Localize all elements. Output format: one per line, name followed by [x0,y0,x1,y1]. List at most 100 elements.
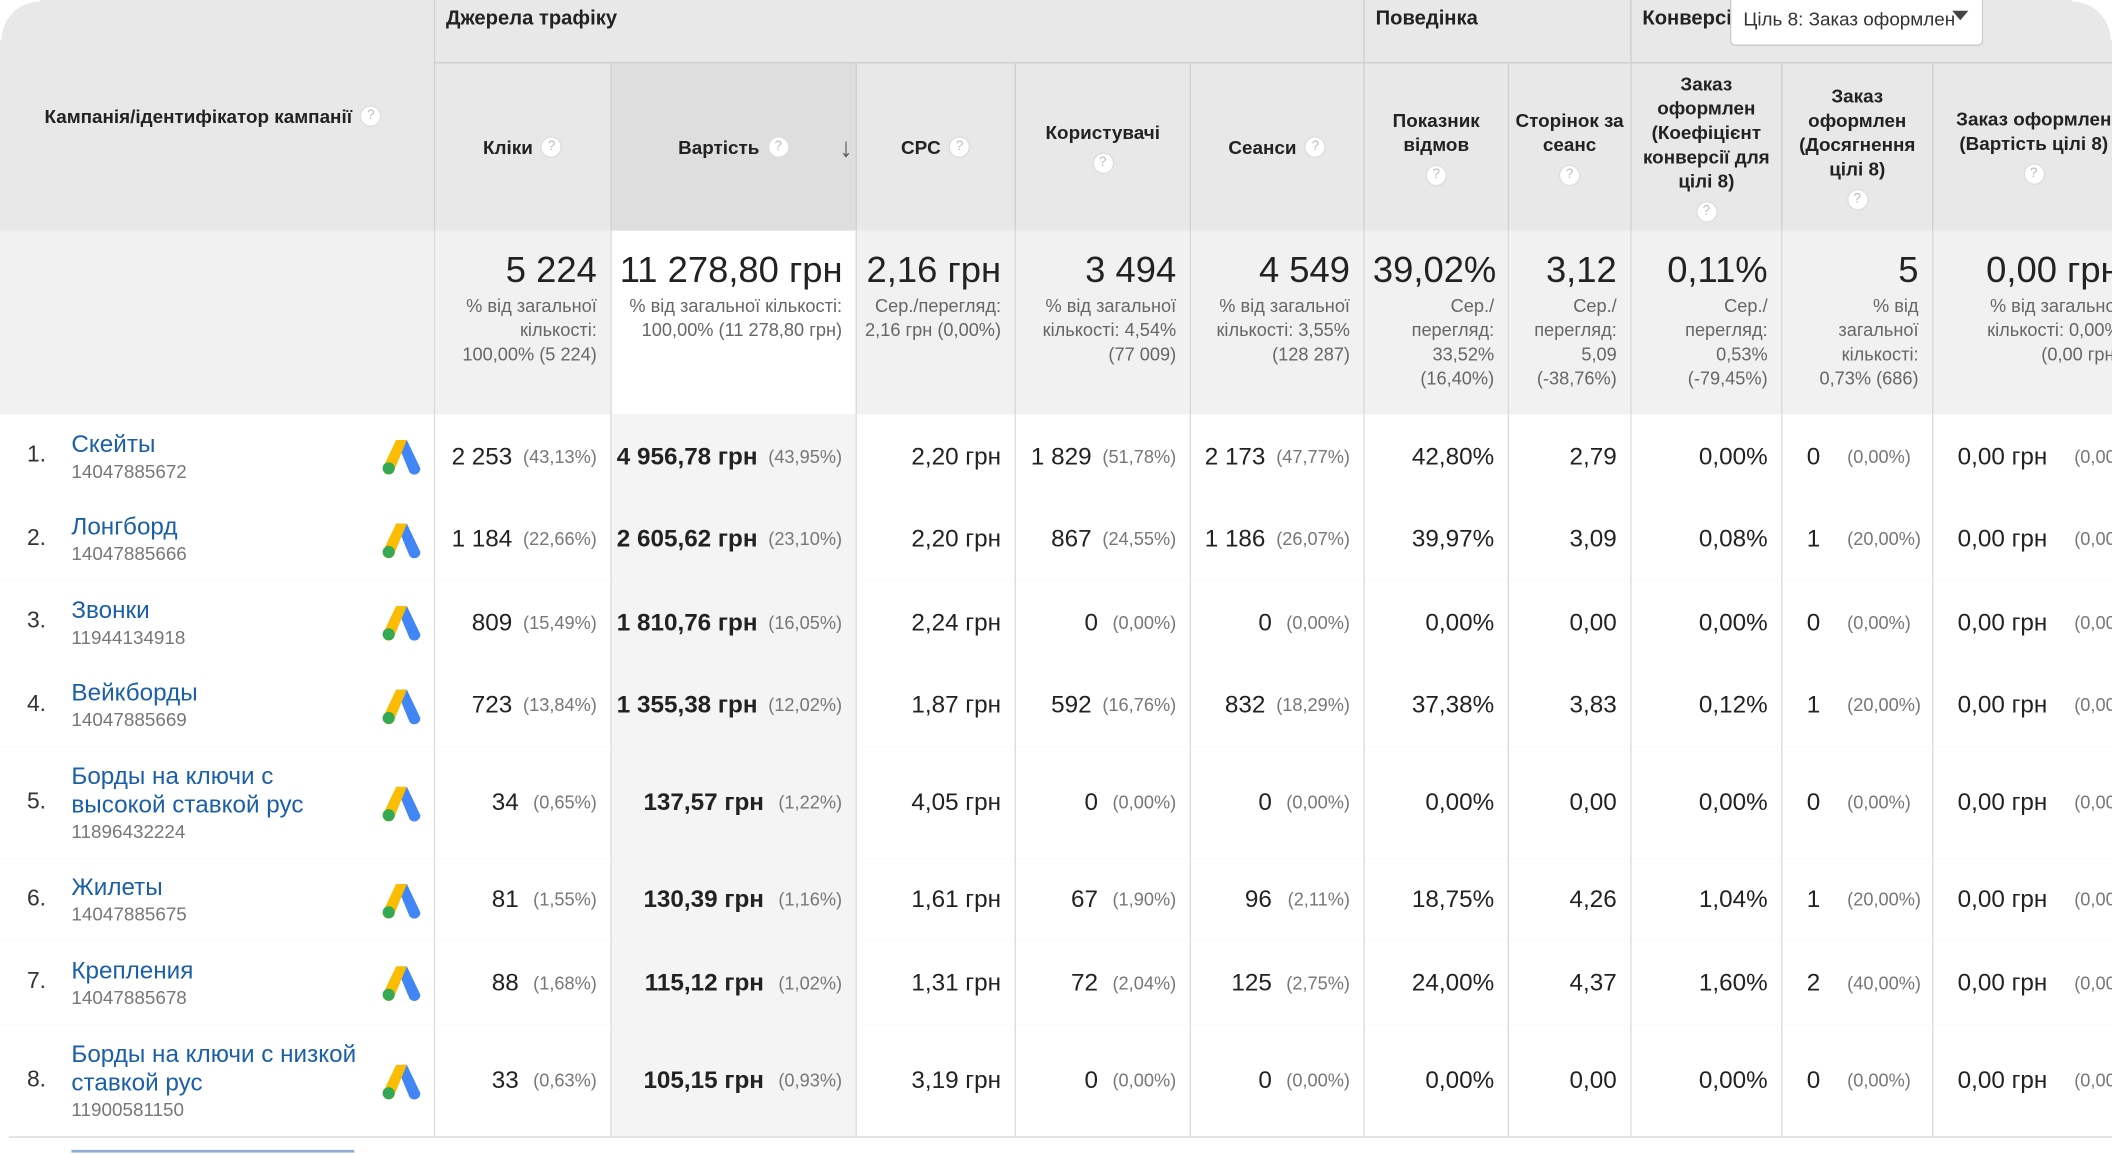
help-icon[interactable]: ? [1304,136,1327,158]
cell-value: 2,20 грн [911,441,1002,469]
goal-selector-value: Ціль 8: Заказ оформлен [1743,8,1956,30]
campaign-name[interactable]: Звонки [71,596,150,624]
header-pages-per-session[interactable]: Сторінок за сеанс? [1507,62,1631,231]
total-sub: Сер./перегляд: 2,16 грн (0,00%) [865,295,1002,341]
campaign-link[interactable]: Борды на ключи с низкой ставкой рус 11900… [71,1041,367,1122]
cell-value: 81 [491,885,519,913]
campaign-name[interactable]: Скейты [71,430,156,458]
cell-value: 96 [1244,885,1272,913]
table-row-partial [0,1136,2112,1154]
campaign-link[interactable]: Звонки 11944134918 [71,597,367,650]
help-icon[interactable]: ? [948,136,971,158]
help-icon[interactable]: ? [360,104,382,127]
cell-value: 0 [1258,788,1272,816]
help-icon[interactable]: ? [1558,164,1581,187]
cell-percent: (0,00%) [2074,695,2112,716]
cell-value: 0,00% [1698,441,1768,469]
header-goal-completions[interactable]: Заказ оформлен (Досягнення цілі 8)? [1781,62,1933,231]
cell-value: 125 [1231,968,1272,996]
cell-percent: (18,29%) [1276,695,1350,716]
header-cost[interactable]: Вартість? ↓ [610,62,856,231]
cell-pps: 3,83 [1507,664,1631,747]
cell-gval: 0,00 грн (0,00%) [1932,664,2112,747]
cell-percent: (0,00%) [2074,612,2112,633]
cell-value: 0,00 [1569,607,1617,635]
cell-value: 0 [1806,607,1821,635]
cell-value: 0,00% [1698,788,1768,816]
cell-users: 592 (16,76%) [1014,664,1190,747]
help-icon[interactable]: ? [767,136,790,158]
cell-value: 2 605,62 грн [616,524,758,552]
campaign-name[interactable]: Борды на ключи с высокой ставкой рус [71,762,304,818]
cell-cpc: 4,05 грн [855,746,1015,859]
cell-percent: (15,49%) [523,612,597,633]
campaign-link[interactable]: Жилеты 14047885675 [71,873,367,926]
campaign-link[interactable]: Крепления 14047885678 [71,957,367,1010]
sort-desc-icon[interactable]: ↓ [839,133,853,164]
campaign-name[interactable]: Вейкборды [71,678,198,706]
total-sub: % від загальної кількості: 100,00% (5 22… [462,295,597,365]
total-sub: % від загальної кількості: 0,73% (686) [1819,295,1919,389]
cell-value: 34 [491,788,519,816]
cell-value: 0,00 грн [1957,788,2048,816]
cell-percent: (0,00%) [1112,612,1177,633]
help-icon[interactable]: ? [1091,152,1114,175]
header-sessions[interactable]: Сеанси? [1189,62,1364,231]
group-traffic-sources: Джерела трафіку [433,0,1364,63]
header-completions-label: Заказ оформлен (Досягнення цілі 8) [1799,85,1916,180]
help-icon[interactable]: ? [1695,201,1718,223]
row-index: 5. [26,788,47,814]
header-conversion-rate[interactable]: Заказ оформлен (Коефіцієнт конверсії для… [1630,62,1782,231]
cell-cpc: 1,61 грн [855,858,1015,941]
header-cpc[interactable]: CPC? [855,62,1015,231]
campaign-link[interactable]: Вейкборды 14047885669 [71,679,367,732]
campaign-name[interactable]: Крепления [71,956,194,984]
cell-percent: (0,00%) [1112,792,1177,813]
dropdown-caret-icon [1952,10,1969,21]
cell-conv: 0,08% [1630,498,1781,581]
table-row: 3. Звонки 11944134918 809 (15,49%) 1 810,76 … [0,580,2112,666]
partial-link[interactable] [71,1149,355,1153]
header-users[interactable]: Користувачі? [1014,62,1190,231]
cell-percent: (0,00%) [1286,1070,1350,1091]
cell-comp: 0 (0,00%) [1781,1024,1932,1137]
help-icon[interactable]: ? [1425,164,1448,187]
header-clicks[interactable]: Кліки? [433,62,611,231]
cell-sessions: 0 (0,00%) [1189,746,1364,859]
campaign-link[interactable]: Скейты 14047885672 [71,431,367,484]
campaign-name[interactable]: Борды на ключи с низкой ставкой рус [71,1040,357,1096]
cell-conv: 1,04% [1630,858,1781,941]
cell-gval: 0,00 грн (0,00%) [1932,858,2112,941]
cell-value: 2 253 [451,441,513,469]
campaign-name[interactable]: Лонгборд [71,512,178,540]
header-bounce-rate[interactable]: Показник відмов? [1363,62,1508,231]
row-index: 6. [26,885,47,911]
header-campaign[interactable]: Кампанія/ідентифікатор кампанії? [0,0,434,231]
cell-bounce: 0,00% [1363,746,1507,859]
cell-percent: (0,63%) [533,1070,597,1091]
campaign-link[interactable]: Борды на ключи с высокой ставкой рус 1189… [71,763,367,844]
campaign-link[interactable]: Лонгборд 14047885666 [71,513,367,566]
cell-value: 0,00 грн [1957,690,2048,718]
cell-value: 1,60% [1698,968,1768,996]
google-ads-icon [382,605,421,641]
cell-cost: 137,57 грн (1,22%) [610,746,856,859]
cell-value: 67 [1071,885,1099,913]
goal-selector-dropdown[interactable]: Ціль 8: Заказ оформлен [1729,0,1984,46]
total-bounce-rate: 39,02% Сер./ перегляд: 33,52% (16,40%) [1363,230,1507,415]
help-icon[interactable]: ? [2022,163,2045,185]
help-icon[interactable]: ? [540,136,563,158]
cell-percent: (0,00%) [1847,792,1911,813]
cell-value: 0 [1806,788,1821,816]
cell-percent: (0,00%) [2074,972,2112,993]
header-goal-value[interactable]: Заказ оформлен (Вартість цілі 8)? [1932,62,2112,231]
cell-value: 0,00% [1698,607,1768,635]
header-users-label: Користувачі [1045,121,1160,144]
row-index: 7. [26,967,47,994]
cell-value: 42,80% [1411,441,1495,469]
campaign-name[interactable]: Жилеты [71,873,163,901]
help-icon[interactable]: ? [1846,188,1869,211]
cell-value: 0 [1084,788,1099,816]
cell-value: 809 [471,607,513,635]
cell-gval: 0,00 грн (0,00%) [1932,746,2112,859]
